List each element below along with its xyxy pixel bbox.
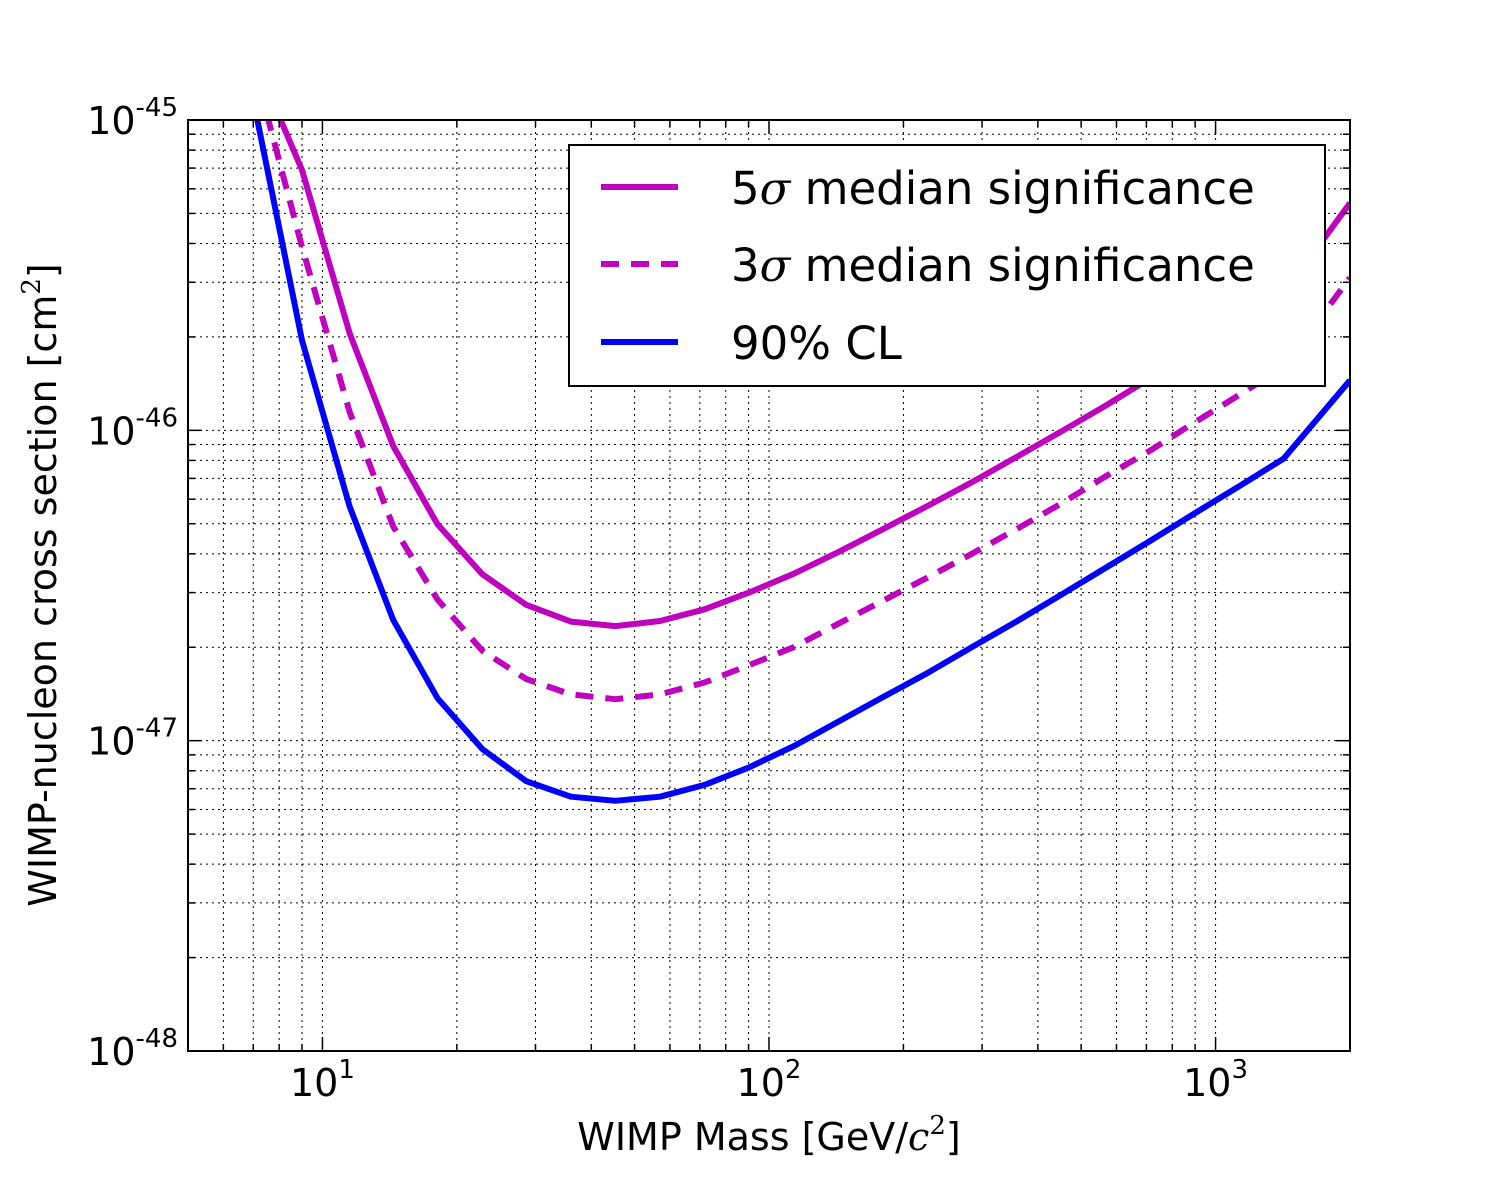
minor-ticks <box>188 120 1350 1051</box>
x-tick-label: 103 <box>1183 1055 1248 1105</box>
x-axis-ticks: 101 102 103 <box>290 1055 1248 1105</box>
y-tick-label: 10-46 <box>87 403 178 453</box>
legend-frame <box>568 144 1326 387</box>
x-tick-label: 102 <box>737 1055 802 1105</box>
series-3sigma-line <box>265 120 1350 703</box>
y-tick-label: 10-48 <box>87 1024 178 1074</box>
y-axis-label: WIMP-nucleon cross section [cm2] <box>17 263 65 906</box>
legend-label-5sigma: 5σ median significance <box>731 162 1255 215</box>
grid <box>188 120 1350 1051</box>
y-axis-ticks: 10-48 10-47 10-46 10-45 <box>87 93 178 1074</box>
plot-frame <box>187 119 1351 1052</box>
legend-label-90cl: 90% CL <box>731 317 902 370</box>
x-tick-label: 101 <box>290 1055 355 1105</box>
y-tick-label: 10-47 <box>87 714 178 764</box>
legend: 5σ median significance 3σ median signifi… <box>568 144 1326 387</box>
y-tick-label: 10-45 <box>87 93 178 143</box>
legend-label-3sigma: 3σ median significance <box>731 239 1255 292</box>
x-axis-label: WIMP Mass [GeV/c2] <box>577 1111 960 1159</box>
series-90cl-line <box>254 120 1350 804</box>
